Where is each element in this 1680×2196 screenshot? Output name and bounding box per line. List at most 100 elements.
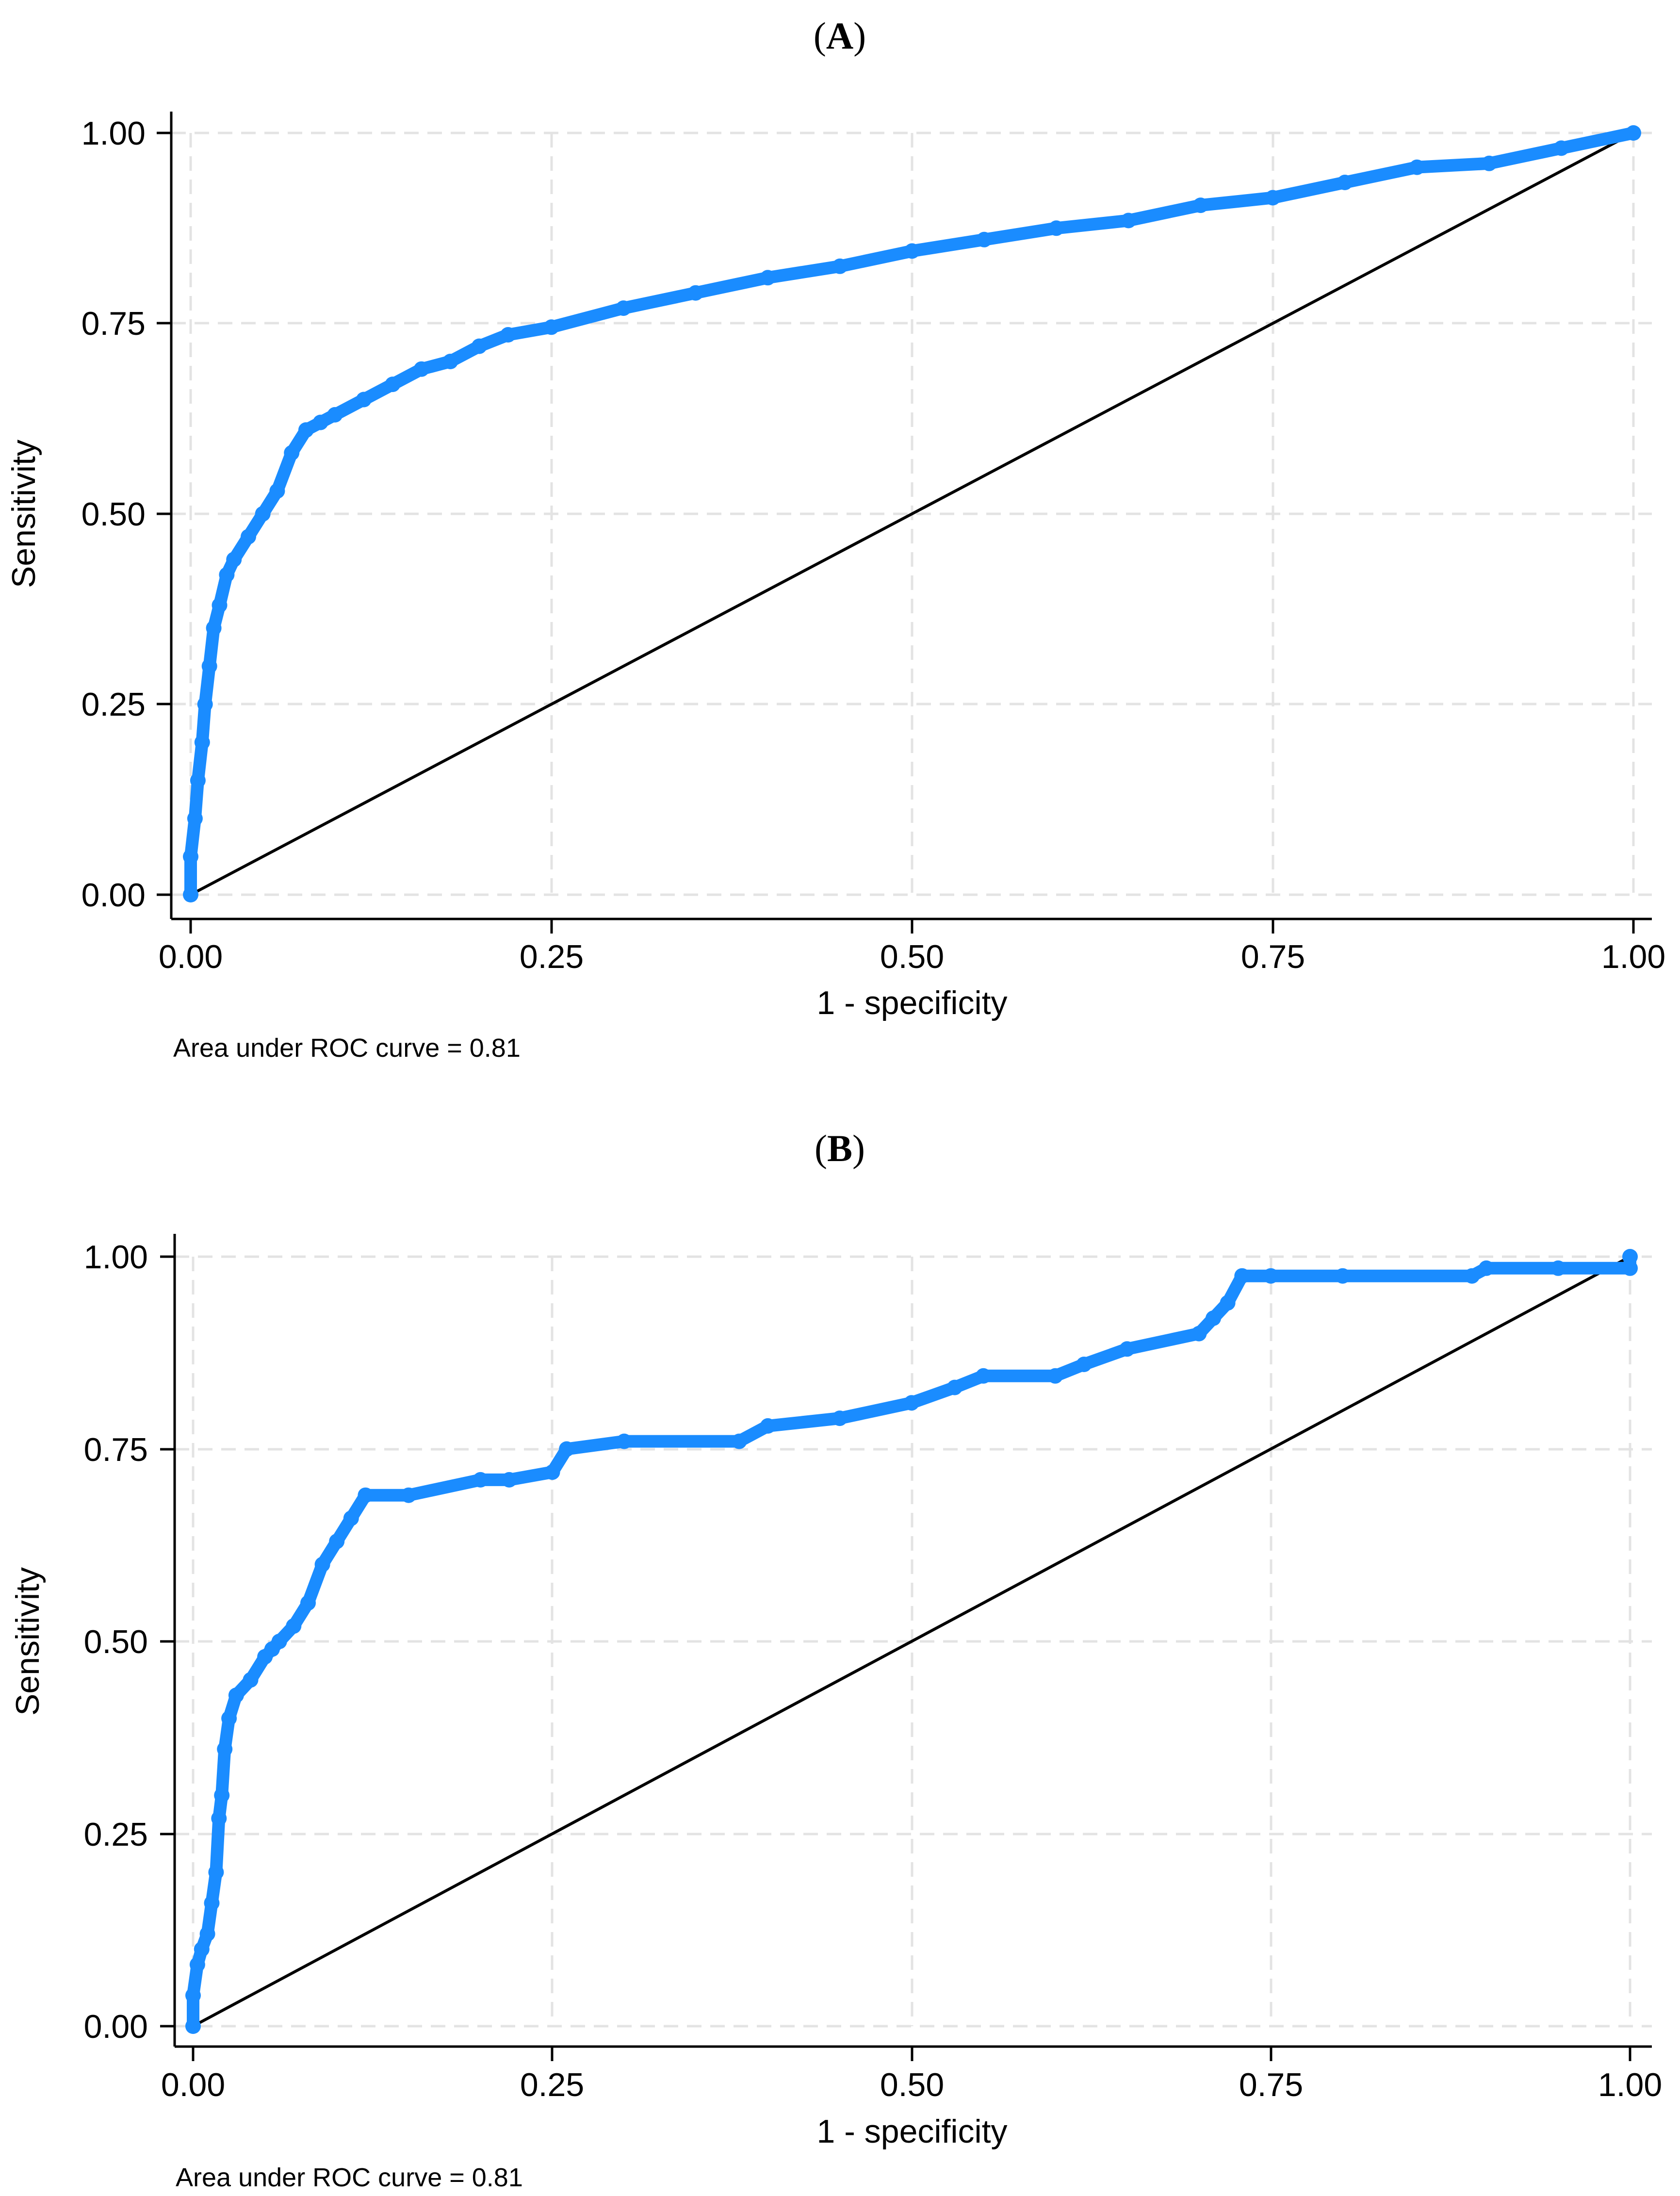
x-tick-label: 0.75 bbox=[1239, 2066, 1303, 2103]
roc-point bbox=[228, 1688, 244, 1703]
roc-point bbox=[217, 1741, 233, 1757]
x-tick-label: 0.25 bbox=[520, 2066, 584, 2103]
roc-point bbox=[300, 1595, 316, 1611]
roc-point bbox=[976, 231, 992, 247]
roc-points-a bbox=[183, 125, 1641, 902]
roc-point bbox=[1192, 197, 1208, 213]
roc-point bbox=[358, 1487, 374, 1503]
roc-point bbox=[904, 243, 920, 259]
roc-point bbox=[197, 696, 213, 712]
roc-point bbox=[760, 1418, 776, 1434]
reference-line-a bbox=[190, 131, 1634, 896]
roc-point bbox=[976, 1368, 992, 1384]
roc-points-b bbox=[185, 1249, 1638, 2034]
roc-point bbox=[1553, 140, 1569, 156]
roc-point bbox=[206, 620, 222, 636]
panel-label-a: (A) bbox=[814, 15, 866, 57]
roc-point bbox=[543, 319, 559, 335]
roc-point bbox=[356, 392, 372, 408]
roc-point bbox=[1622, 1260, 1638, 1276]
x-tick-label: 0.00 bbox=[161, 2066, 225, 2103]
roc-point bbox=[211, 1810, 227, 1826]
roc-point bbox=[204, 1895, 220, 1911]
roc-point bbox=[1263, 1268, 1279, 1284]
roc-point bbox=[442, 354, 458, 369]
roc-point bbox=[327, 407, 343, 423]
roc-point bbox=[760, 270, 776, 286]
roc-point bbox=[241, 529, 256, 545]
roc-point bbox=[1335, 1268, 1351, 1284]
x-tick-label: 0.25 bbox=[520, 938, 584, 975]
roc-point bbox=[401, 1487, 417, 1503]
reference-line-b bbox=[192, 1255, 1631, 2028]
y-tick-label: 0.00 bbox=[84, 2008, 148, 2045]
x-tick-label: 0.75 bbox=[1241, 938, 1305, 975]
grid-lines-a bbox=[171, 131, 1652, 896]
roc-point bbox=[1626, 125, 1641, 141]
roc-chart-b: (B) 0.00 0.25 0.50 0.75 1.00 bbox=[9, 1127, 1662, 2192]
roc-point bbox=[832, 258, 848, 274]
roc-point bbox=[226, 552, 242, 568]
roc-point bbox=[212, 597, 228, 613]
y-tick-label: 0.50 bbox=[82, 496, 146, 533]
y-tick-label: 0.25 bbox=[82, 686, 146, 723]
roc-point bbox=[1337, 175, 1353, 190]
x-tick-label: 1.00 bbox=[1601, 938, 1665, 975]
y-tick-label: 1.00 bbox=[84, 1239, 148, 1276]
grid-lines-b bbox=[175, 1255, 1652, 2028]
roc-point bbox=[1409, 159, 1425, 175]
roc-point bbox=[183, 887, 198, 902]
y-tick-label: 0.50 bbox=[84, 1623, 148, 1660]
y-ticks-a: 0.00 0.25 0.50 0.75 1.00 bbox=[82, 115, 171, 914]
y-axis-title-a: Sensitivity bbox=[5, 440, 42, 588]
roc-point bbox=[1206, 1310, 1221, 1326]
roc-point bbox=[201, 658, 217, 674]
roc-point bbox=[284, 445, 300, 461]
x-axis-title-a: 1 - specificity bbox=[817, 984, 1008, 1021]
roc-point bbox=[255, 506, 271, 522]
roc-point bbox=[1550, 1260, 1566, 1276]
y-axis-title-b: Sensitivity bbox=[9, 1567, 46, 1716]
roc-point bbox=[343, 1510, 359, 1526]
x-tick-label: 0.50 bbox=[880, 938, 944, 975]
roc-point bbox=[1265, 190, 1281, 206]
roc-point bbox=[1481, 155, 1497, 171]
roc-point bbox=[286, 1618, 302, 1634]
roc-point bbox=[1076, 1357, 1092, 1372]
x-ticks-b: 0.00 0.25 0.50 0.75 1.00 bbox=[161, 2047, 1662, 2103]
roc-point bbox=[500, 327, 516, 343]
roc-point bbox=[314, 1557, 330, 1573]
roc-point bbox=[1047, 1368, 1063, 1384]
y-ticks-b: 0.00 0.25 0.50 0.75 1.00 bbox=[84, 1239, 175, 2045]
roc-point bbox=[329, 1533, 345, 1549]
roc-point bbox=[1478, 1260, 1494, 1276]
auc-note-b: Area under ROC curve = 0.81 bbox=[176, 2163, 523, 2192]
roc-point bbox=[1220, 1295, 1236, 1311]
roc-point bbox=[544, 1464, 560, 1480]
roc-point bbox=[501, 1472, 517, 1488]
roc-point bbox=[616, 300, 632, 316]
roc-point bbox=[183, 849, 198, 865]
roc-point bbox=[1191, 1326, 1207, 1342]
roc-point bbox=[946, 1379, 962, 1395]
x-ticks-a: 0.00 0.25 0.50 0.75 1.00 bbox=[159, 919, 1665, 975]
x-axis-title-b: 1 - specificity bbox=[817, 2113, 1008, 2150]
roc-point bbox=[189, 1957, 205, 1973]
roc-point bbox=[199, 1926, 215, 1942]
roc-point bbox=[187, 811, 203, 826]
roc-point bbox=[221, 1710, 237, 1726]
y-tick-label: 0.75 bbox=[82, 305, 146, 342]
x-tick-label: 1.00 bbox=[1598, 2066, 1662, 2103]
roc-point bbox=[471, 338, 487, 354]
roc-point bbox=[194, 1941, 210, 1957]
roc-point bbox=[190, 772, 206, 788]
roc-point bbox=[904, 1395, 919, 1411]
roc-point bbox=[185, 1987, 201, 2003]
roc-point bbox=[194, 735, 210, 750]
roc-point bbox=[269, 483, 285, 499]
roc-point bbox=[1464, 1268, 1480, 1284]
roc-chart-a: (A) 0.00 0.25 0.50 0.75 1.00 bbox=[5, 15, 1665, 1063]
roc-curve-a bbox=[184, 127, 1640, 901]
roc-point bbox=[559, 1441, 575, 1457]
y-tick-label: 1.00 bbox=[82, 115, 146, 152]
